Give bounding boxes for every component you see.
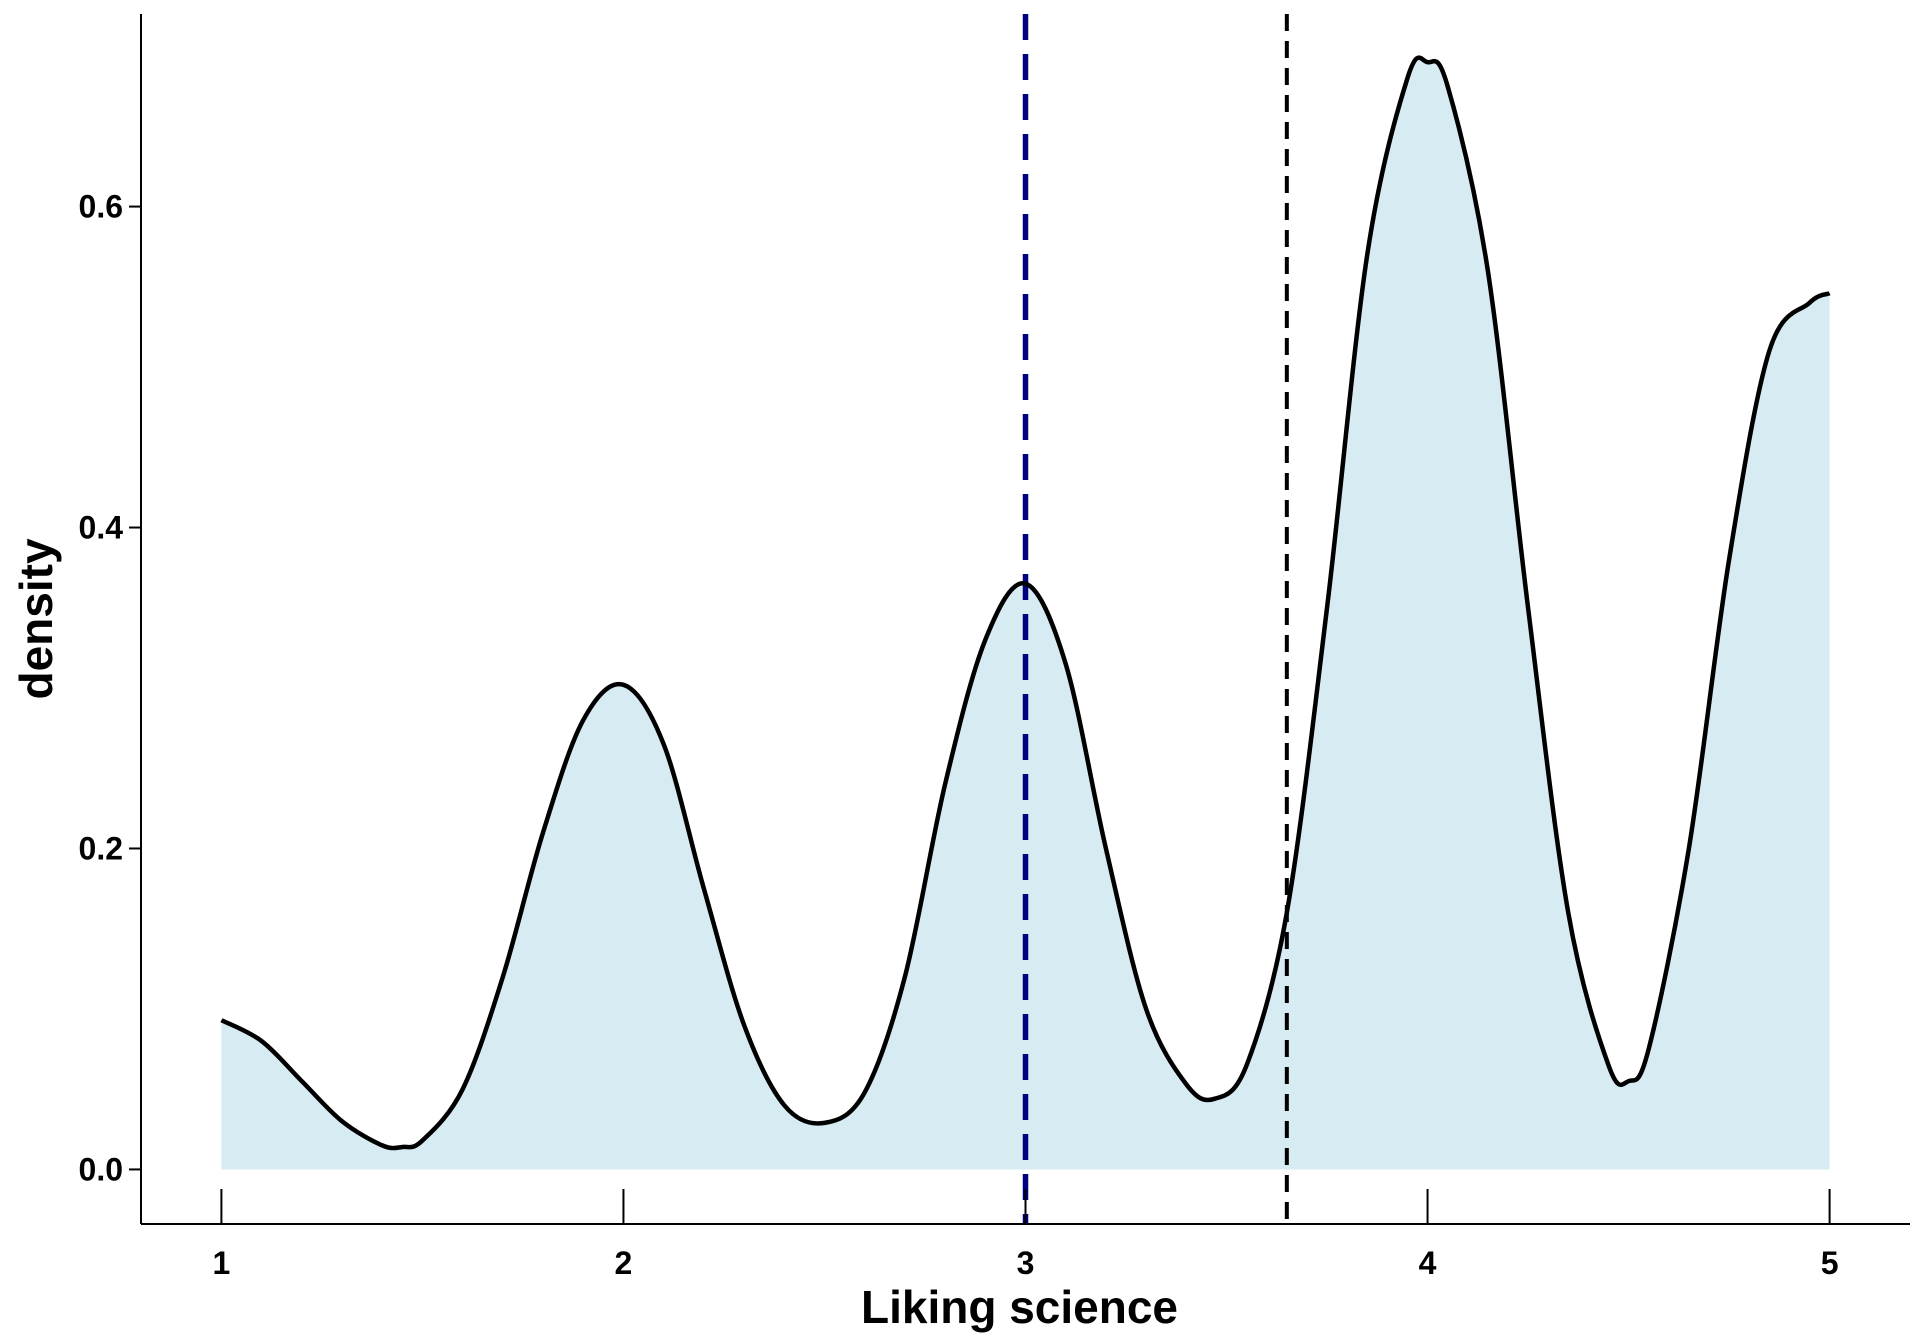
y-tick-label: 0.2 [79, 830, 123, 866]
x-tick-label: 5 [1821, 1245, 1839, 1281]
plot-area [220, 14, 1831, 1224]
y-axis-title: density [10, 538, 62, 699]
y-tick-label: 0.0 [79, 1151, 123, 1187]
x-tick-label: 1 [213, 1245, 231, 1281]
y-axis-ticks: 0.0 0.2 0.4 0.6 [79, 189, 141, 1187]
x-tick-label: 4 [1419, 1245, 1437, 1281]
x-tick-label: 3 [1017, 1245, 1035, 1281]
density-line [220, 55, 1831, 1151]
y-tick-label: 0.4 [79, 510, 124, 546]
reference-lines [1022, 14, 1289, 1224]
y-tick-label: 0.6 [79, 189, 123, 225]
density-area [221, 57, 1830, 1170]
x-axis-title: Liking science [861, 1281, 1178, 1333]
x-tick-label: 2 [615, 1245, 633, 1281]
axes: 1 2 3 4 5 0.0 0.2 0.4 0.6 [79, 14, 1910, 1281]
x-axis-ticks: 1 2 3 4 5 [213, 1189, 1839, 1281]
